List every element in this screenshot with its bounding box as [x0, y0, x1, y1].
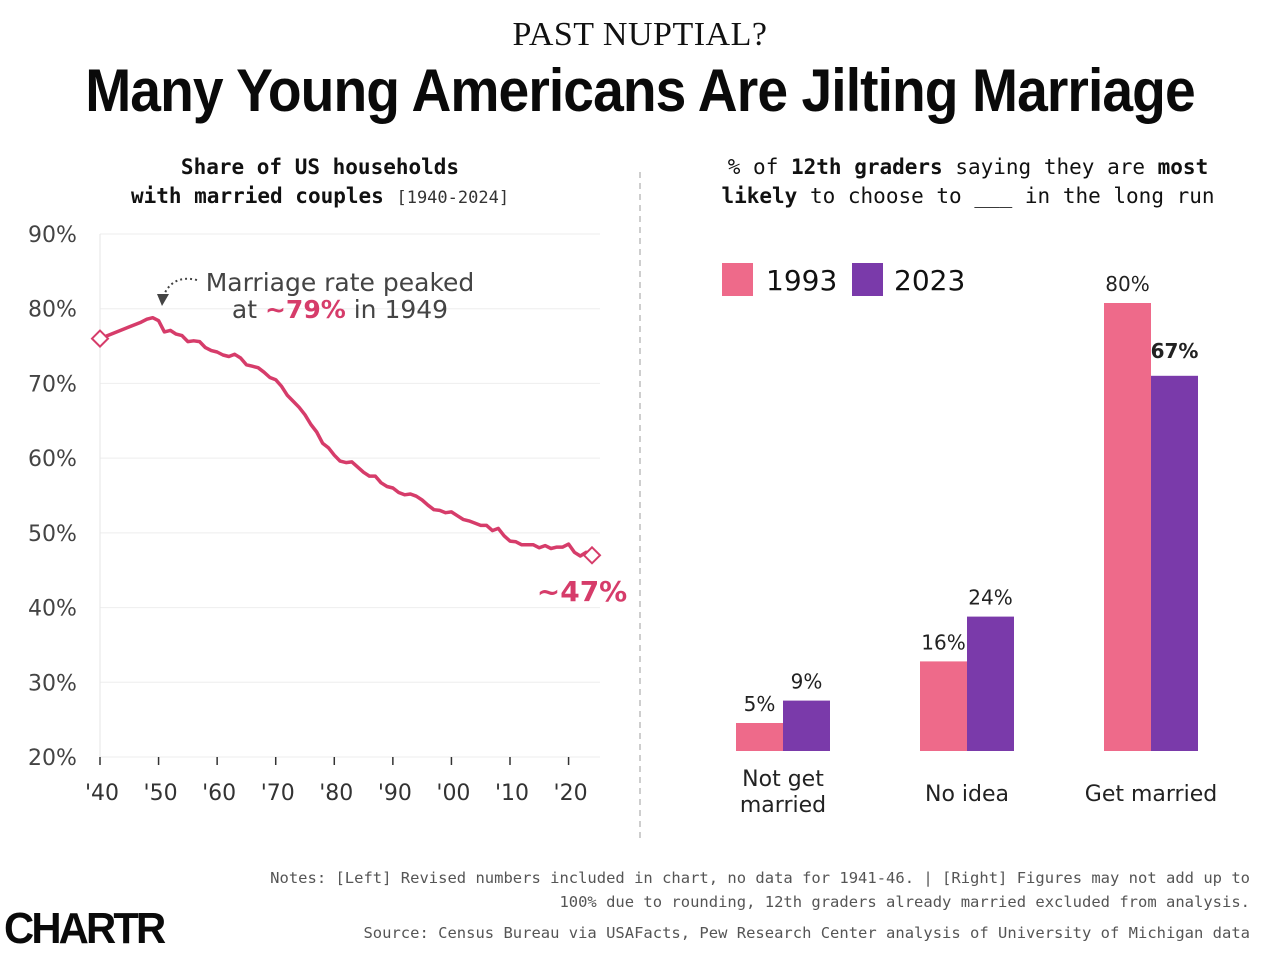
annotation-prefix: at — [232, 295, 265, 324]
category-label: married — [740, 793, 826, 818]
annotation-peak-value: ~79% — [265, 295, 346, 324]
y-tick-label: 60% — [28, 447, 77, 472]
bar-value-label: 16% — [921, 630, 965, 654]
rs-p6: to choose to ___ in the long run — [797, 184, 1215, 208]
y-tick-label: 20% — [28, 746, 77, 771]
bar-1993 — [1104, 303, 1151, 751]
source: Source: Census Bureau via USAFacts, Pew … — [363, 924, 1250, 942]
left-subtitle-range: [1940-2024] — [396, 188, 510, 208]
x-tick-label: '10 — [495, 781, 529, 806]
left-subtitle-line2: with married couples — [130, 184, 384, 208]
x-tick-label: '80 — [319, 781, 353, 806]
annotation-arrow — [162, 277, 198, 298]
bar-2023 — [1151, 375, 1198, 751]
headline: Many Young Americans Are Jilting Marriag… — [85, 57, 1195, 124]
bar-1993 — [920, 661, 967, 751]
chartr-logo: CHARTR — [4, 904, 166, 953]
x-tick-label: '50 — [144, 781, 178, 806]
bar-value-label: 5% — [744, 692, 776, 716]
legend-swatch-1993 — [722, 263, 753, 296]
x-tick-label: '90 — [378, 781, 412, 806]
legend-label-1993: 1993 — [766, 264, 837, 297]
rs-p3: saying they are — [942, 155, 1158, 179]
series-line — [98, 315, 594, 558]
bar-2023 — [783, 700, 830, 751]
rs-p2: 12th graders — [790, 155, 943, 179]
annotation-line1: Marriage rate peaked — [206, 268, 475, 297]
notes: Notes: [Left] Revised numbers included i… — [270, 869, 1250, 911]
bar-value-label: 80% — [1105, 272, 1149, 296]
annotation-arrowhead — [157, 294, 169, 306]
x-tick-label: '00 — [436, 781, 470, 806]
y-tick-label: 90% — [28, 223, 77, 248]
x-tick-label: '60 — [202, 781, 236, 806]
end-value-label: ~47% — [537, 575, 627, 608]
left-chart-subtitle: Share of US households with married coup… — [30, 153, 610, 213]
bar-1993 — [736, 723, 783, 751]
category-label: No idea — [925, 782, 1009, 807]
annotation-suffix: in 1949 — [346, 295, 448, 324]
start-point-marker — [90, 329, 110, 349]
legend-swatch-2023 — [852, 263, 883, 296]
rs-p1: % of — [727, 155, 791, 179]
annotation-line2: at ~79% in 1949 — [232, 295, 448, 324]
kicker: PAST NUPTIAL? — [512, 16, 768, 53]
x-tick-label: '40 — [85, 781, 119, 806]
y-tick-label: 70% — [28, 372, 77, 397]
bar-value-label: 24% — [968, 586, 1012, 610]
rs-p4: most — [1157, 155, 1209, 179]
bar-value-label: 9% — [791, 670, 823, 694]
x-tick-label: '20 — [554, 781, 588, 806]
category-label: Not get — [742, 767, 824, 792]
y-tick-label: 40% — [28, 597, 77, 622]
left-subtitle-line1: Share of US households — [180, 155, 460, 179]
end-point-marker — [582, 545, 602, 565]
line-chart: 90% 80% 70% 60% 50% 40% 30% 20% '40 '50 '60 '70 '80 '… — [28, 223, 627, 806]
legend-label-2023: 2023 — [894, 264, 965, 297]
right-chart-subtitle: % of 12th graders saying they are most l… — [658, 153, 1278, 211]
bar-2023 — [967, 616, 1014, 751]
y-tick-label: 80% — [28, 298, 77, 323]
x-tick-label: '70 — [261, 781, 295, 806]
rs-p5: likely — [721, 184, 798, 208]
y-tick-label: 50% — [28, 522, 77, 547]
y-tick-label: 30% — [28, 671, 77, 696]
bar-value-label: 67% — [1151, 339, 1199, 363]
category-label: Get married — [1085, 782, 1217, 807]
